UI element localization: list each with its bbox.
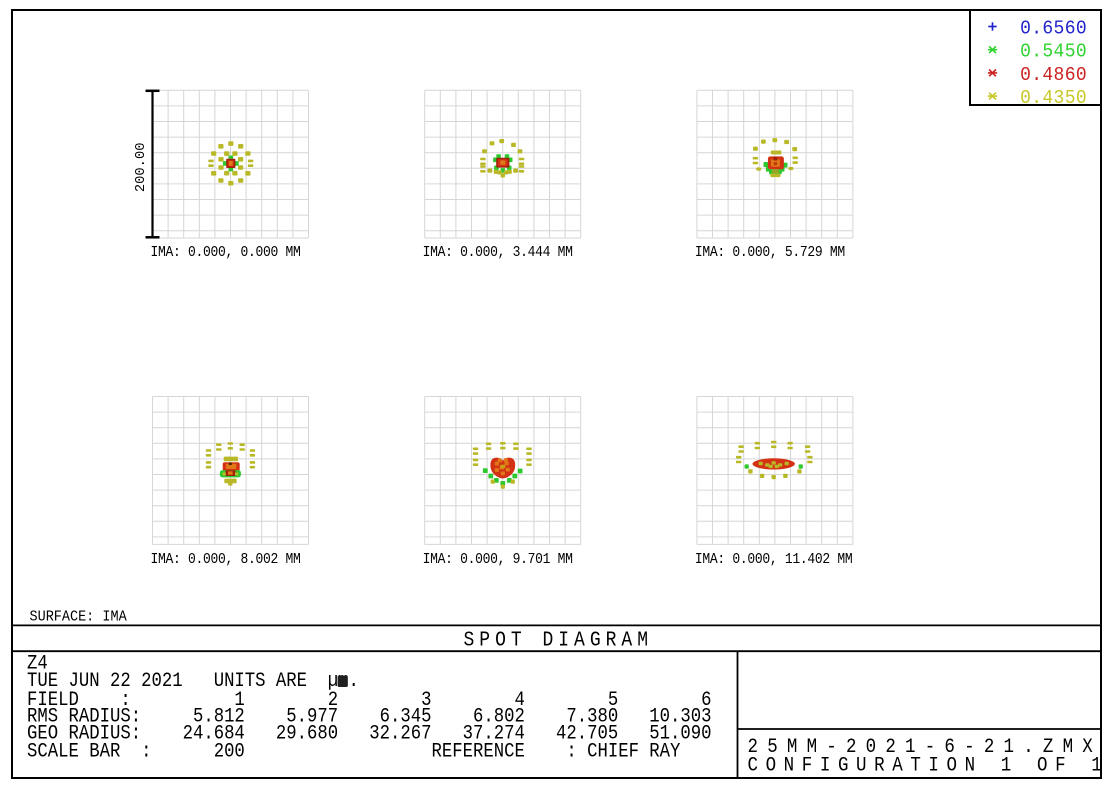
svg-text:IMA: 0.000, 11.402 MM: IMA: 0.000, 11.402 MM <box>695 552 853 568</box>
svg-text:200.00: 200.00 <box>134 142 149 192</box>
svg-text:Z4: Z4 <box>27 651 48 674</box>
svg-text:IMA: 0.000, 5.729 MM: IMA: 0.000, 5.729 MM <box>695 245 845 261</box>
svg-text:RMS RADIUS: 5.812 5.977: RMS RADIUS: 5.812 5.977 6.345 6.802 7.38… <box>27 704 712 727</box>
svg-text:0.6560: 0.6560 <box>1020 17 1087 40</box>
svg-text:IMA: 0.000, 3.444 MM: IMA: 0.000, 3.444 MM <box>423 245 573 261</box>
svg-text:GEO RADIUS: 24.684 29.680: GEO RADIUS: 24.684 29.680 32.267 37.274 … <box>27 721 712 744</box>
svg-text:IMA: 0.000, 8.002 MM: IMA: 0.000, 8.002 MM <box>151 552 301 568</box>
svg-text:0.4860: 0.4860 <box>1020 63 1087 86</box>
svg-text:0.4350: 0.4350 <box>1020 86 1087 109</box>
svg-text:0.5450: 0.5450 <box>1020 40 1087 63</box>
svg-text:SPOT DIAGRAM: SPOT DIAGRAM <box>464 628 654 652</box>
svg-text:IMA: 0.000, 9.701 MM: IMA: 0.000, 9.701 MM <box>423 552 573 568</box>
svg-text:FIELD : 1 2: FIELD : 1 2 3 4 5 6 <box>27 688 712 711</box>
svg-text:CONFIGURATION 1 OF 1: CONFIGURATION 1 OF 1 <box>748 753 1110 776</box>
svg-text:IMA: 0.000, 0.000 MM: IMA: 0.000, 0.000 MM <box>151 245 301 261</box>
svg-text:SURFACE: IMA: SURFACE: IMA <box>30 609 128 626</box>
svg-text:SCALE BAR : 200: SCALE BAR : 200 REFERENCE : CHIEF RAY <box>27 739 680 762</box>
svg-text:25MM-2021-6-21.ZMX: 25MM-2021-6-21.ZMX <box>748 735 1102 758</box>
svg-text:TUE JUN 22 2021 UNITS ARE µ: TUE JUN 22 2021 UNITS ARE µm. <box>27 669 359 692</box>
